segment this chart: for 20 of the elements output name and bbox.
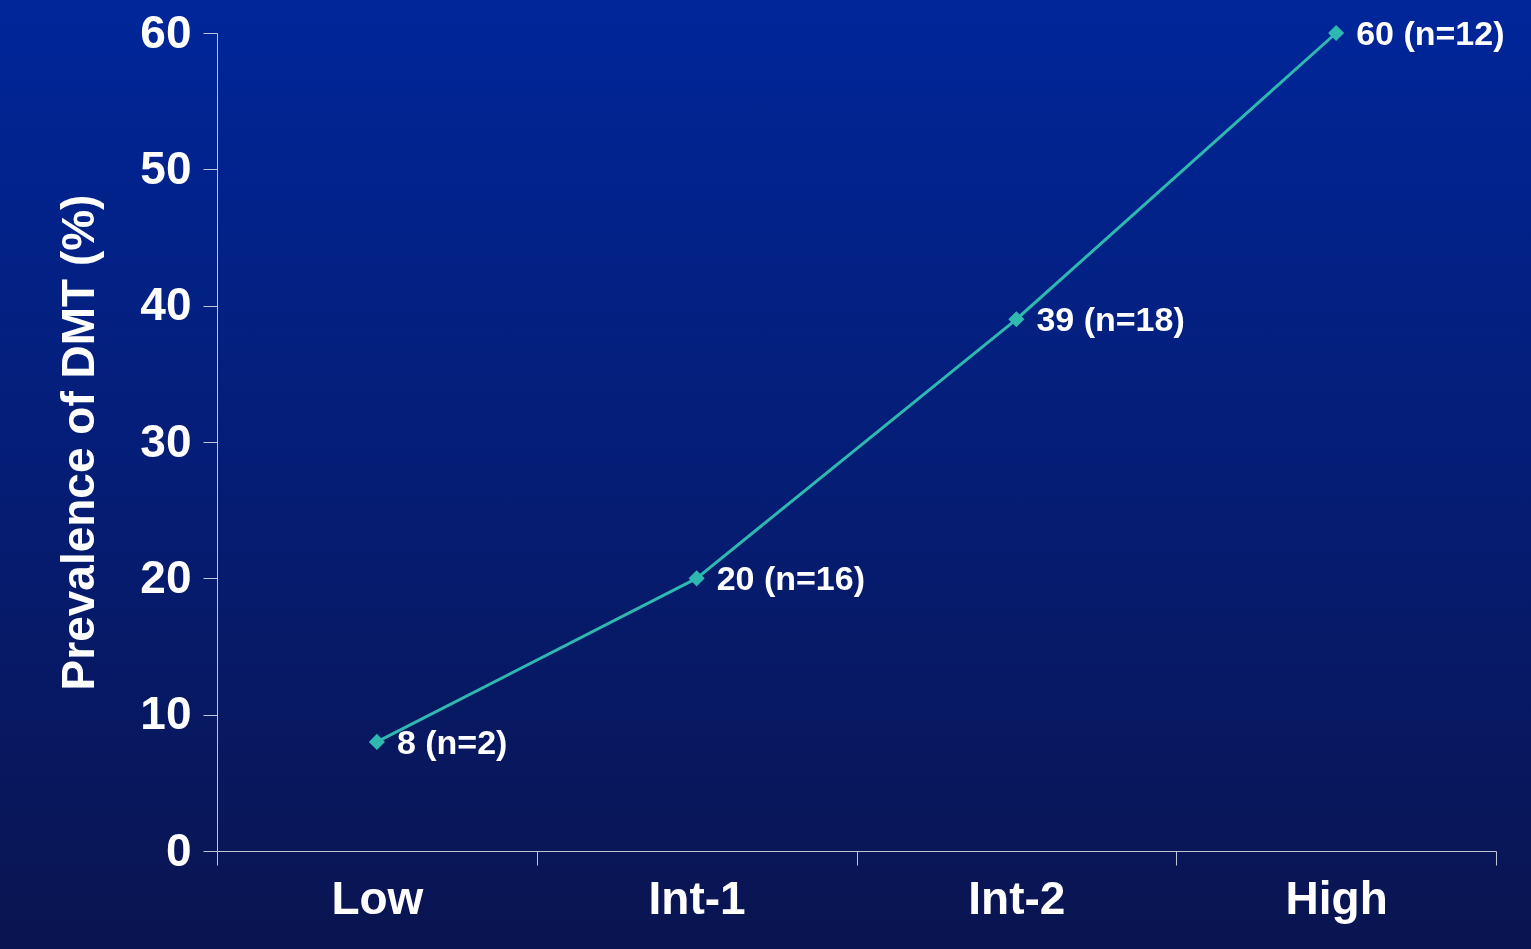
- x-tick-label: High: [1285, 871, 1388, 924]
- y-tick-label: 40: [140, 278, 192, 331]
- data-label: 8 (n=2): [396, 722, 508, 761]
- x-tick-label: Int-1: [648, 871, 746, 924]
- y-tick-label: 10: [140, 687, 192, 740]
- data-label: 39 (n=18): [1036, 300, 1185, 339]
- y-tick-label: 50: [140, 141, 192, 194]
- y-tick-label: 20: [140, 550, 192, 603]
- point: [1008, 311, 1025, 328]
- point: [1328, 24, 1345, 42]
- y-axis-title: Prevalence of DMT (%): [52, 194, 105, 691]
- x-tick-label: Int-2: [968, 871, 1066, 924]
- data-label: 20 (n=16): [716, 559, 865, 598]
- x-tick-label: Low: [331, 871, 424, 924]
- point: [368, 733, 385, 750]
- y-tick-label: 0: [165, 823, 192, 876]
- y-tick-label: 30: [140, 414, 192, 467]
- data-label: 60 (n=12): [1356, 14, 1505, 52]
- y-tick-label: 60: [140, 5, 192, 58]
- point: [688, 570, 705, 587]
